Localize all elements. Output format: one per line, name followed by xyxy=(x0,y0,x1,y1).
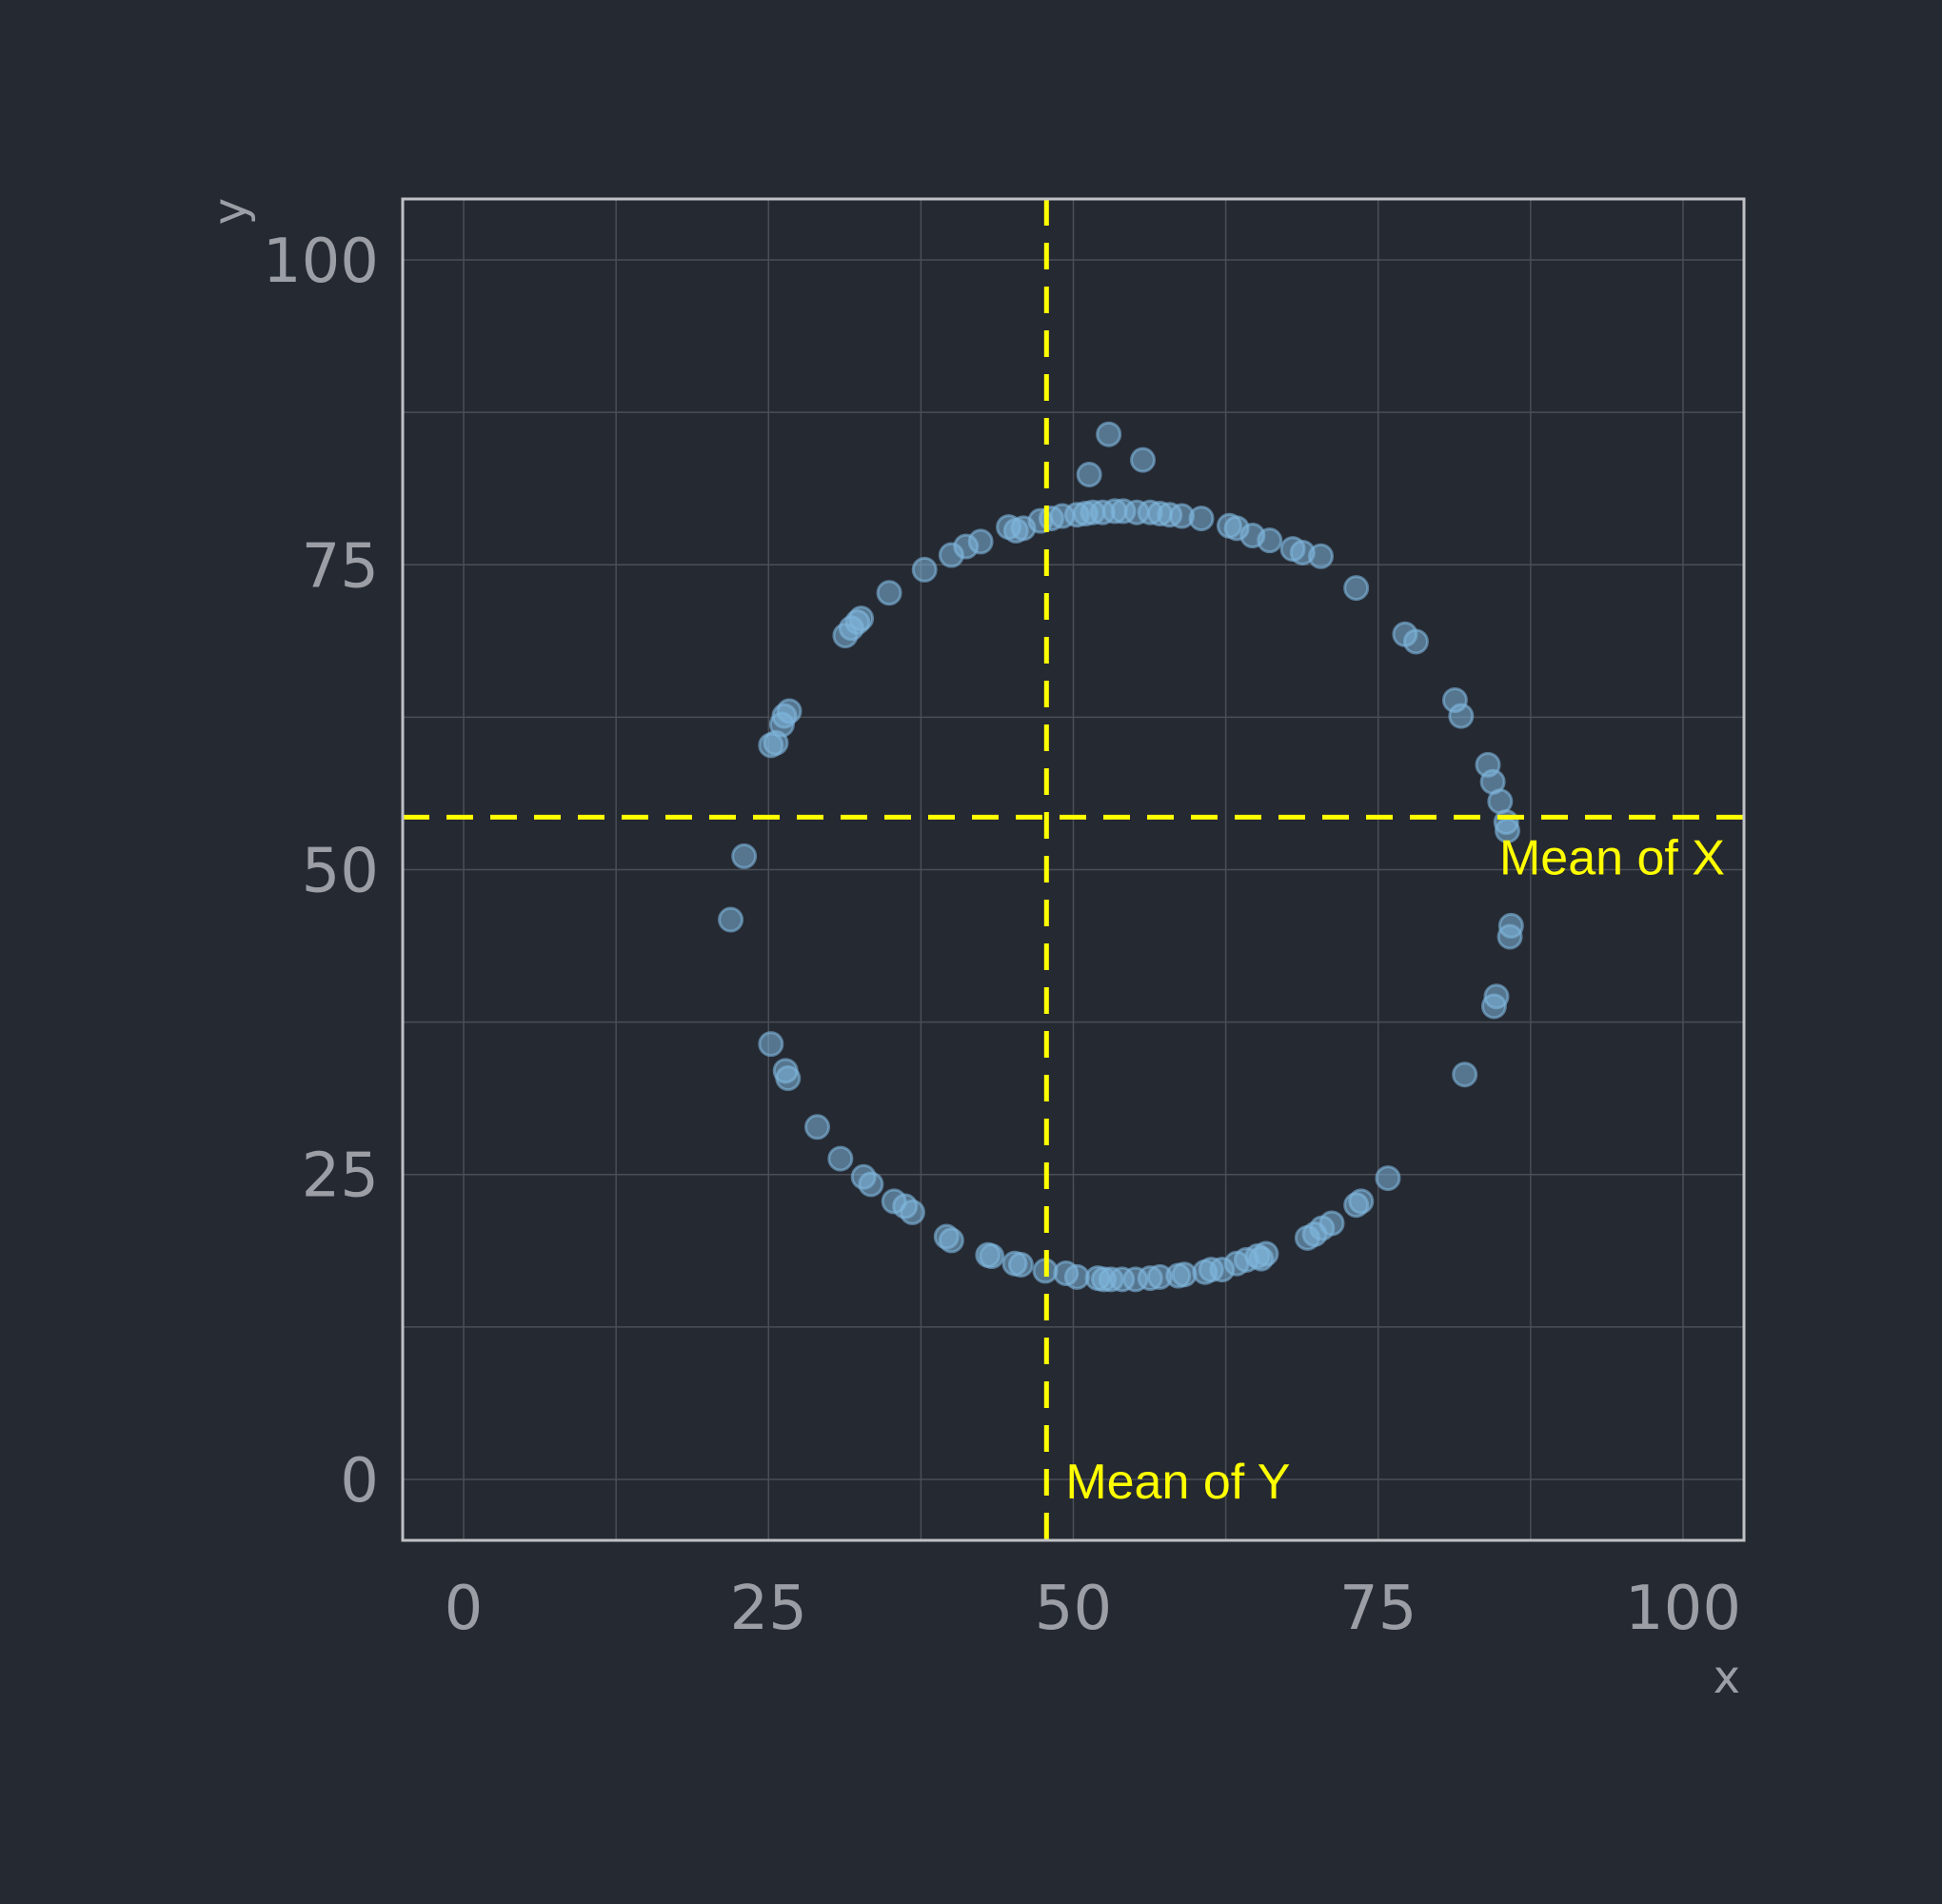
y-tick-label: 0 xyxy=(340,1446,379,1517)
data-point xyxy=(1096,421,1122,447)
data-point xyxy=(1007,1252,1034,1279)
data-point xyxy=(858,1171,884,1198)
data-point xyxy=(938,1227,964,1254)
tick-labels: 0 25 50 75 100 0 25 50 75 100 xyxy=(263,227,1741,1644)
data-point xyxy=(1348,1188,1375,1215)
x-tick-label: 100 xyxy=(1625,1574,1741,1644)
data-point xyxy=(1448,703,1475,729)
data-points xyxy=(718,421,1524,1293)
data-point xyxy=(804,1114,831,1140)
data-point xyxy=(1130,446,1157,473)
data-point xyxy=(1402,628,1429,655)
data-point xyxy=(911,556,938,583)
y-tick-label: 100 xyxy=(263,227,379,297)
y-axis-title: y xyxy=(204,198,257,225)
data-point xyxy=(775,1065,802,1092)
data-point xyxy=(1318,1210,1345,1237)
data-point xyxy=(827,1145,854,1172)
data-point xyxy=(1375,1165,1401,1192)
x-tick-label: 0 xyxy=(445,1574,484,1644)
data-point xyxy=(979,1243,1005,1270)
x-axis-title: x xyxy=(1714,1651,1740,1704)
y-tick-label: 25 xyxy=(302,1141,379,1212)
mean-of-x-label: Mean of X xyxy=(1499,830,1725,885)
mean-lines xyxy=(403,199,1744,1540)
data-point xyxy=(1253,1240,1279,1267)
data-point xyxy=(967,528,994,555)
plot-frame xyxy=(401,197,1746,1542)
data-point xyxy=(1171,1261,1198,1288)
data-point xyxy=(1480,993,1507,1020)
data-point xyxy=(899,1199,925,1225)
data-point xyxy=(776,698,803,724)
data-point xyxy=(876,580,902,606)
y-tick-label: 50 xyxy=(302,837,379,907)
data-point xyxy=(1257,527,1283,554)
grid-lines xyxy=(403,199,1744,1540)
x-tick-label: 75 xyxy=(1339,1574,1417,1644)
mean-of-y-label: Mean of Y xyxy=(1065,1455,1290,1510)
x-tick-label: 50 xyxy=(1035,1574,1112,1644)
data-point xyxy=(1188,506,1215,532)
data-point xyxy=(1343,575,1370,602)
data-point xyxy=(848,605,875,632)
data-point xyxy=(758,1031,784,1058)
data-point xyxy=(1076,461,1102,487)
data-point xyxy=(718,906,744,933)
data-point xyxy=(1496,923,1523,950)
data-point xyxy=(1487,788,1514,815)
y-tick-label: 75 xyxy=(302,531,379,602)
data-point xyxy=(1308,543,1335,569)
data-point xyxy=(731,843,758,869)
data-point xyxy=(1452,1061,1478,1088)
x-tick-label: 25 xyxy=(730,1574,807,1644)
